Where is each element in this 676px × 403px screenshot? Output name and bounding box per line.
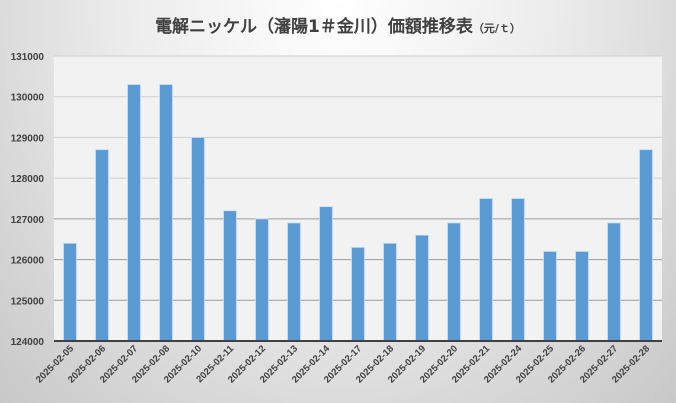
chart-title: 電解ニッケル（瀋陽1＃金川）価額推移表（元/ｔ） <box>0 12 676 37</box>
bar <box>543 251 557 342</box>
chart-title-unit: （元/ｔ） <box>472 22 521 35</box>
bar <box>511 198 525 342</box>
y-tick-label: 128000 <box>11 174 45 185</box>
bar <box>63 242 77 342</box>
y-tick-label: 129000 <box>11 133 45 144</box>
bar <box>575 251 589 342</box>
y-tick-label: 126000 <box>11 256 45 267</box>
y-tick-label: 127000 <box>11 215 45 226</box>
bar <box>479 198 493 342</box>
bar <box>319 206 333 342</box>
y-tick-label: 130000 <box>11 93 45 104</box>
bar <box>415 234 429 342</box>
chart-title-main: 電解ニッケル（瀋陽1＃金川）価額推移表 <box>155 17 473 37</box>
bar <box>447 222 461 342</box>
bar <box>287 222 301 342</box>
bar <box>159 84 173 342</box>
bar <box>255 218 269 342</box>
bar <box>223 210 237 342</box>
bar <box>607 222 621 342</box>
bar <box>639 149 653 342</box>
bar <box>127 84 141 342</box>
y-tick-label: 125000 <box>11 296 45 307</box>
bar <box>191 137 205 342</box>
bar <box>95 149 109 342</box>
bar <box>383 242 397 342</box>
y-tick-label: 124000 <box>11 337 45 348</box>
y-tick-label: 131000 <box>11 52 45 63</box>
bar <box>351 246 365 342</box>
